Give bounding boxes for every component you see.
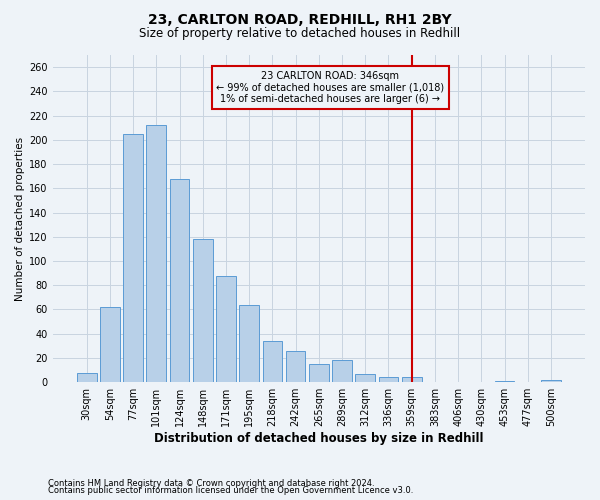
Bar xyxy=(309,364,329,382)
Text: Size of property relative to detached houses in Redhill: Size of property relative to detached ho… xyxy=(139,28,461,40)
Text: Contains public sector information licensed under the Open Government Licence v3: Contains public sector information licen… xyxy=(48,486,413,495)
Bar xyxy=(77,372,97,382)
Bar xyxy=(494,381,514,382)
Bar xyxy=(146,126,166,382)
Bar xyxy=(332,360,352,382)
Bar xyxy=(355,374,375,382)
Bar xyxy=(123,134,143,382)
Bar xyxy=(193,239,212,382)
Y-axis label: Number of detached properties: Number of detached properties xyxy=(15,136,25,300)
Text: 23, CARLTON ROAD, REDHILL, RH1 2BY: 23, CARLTON ROAD, REDHILL, RH1 2BY xyxy=(148,12,452,26)
Text: 23 CARLTON ROAD: 346sqm
← 99% of detached houses are smaller (1,018)
1% of semi-: 23 CARLTON ROAD: 346sqm ← 99% of detache… xyxy=(217,71,445,104)
Bar xyxy=(286,350,305,382)
Bar xyxy=(239,304,259,382)
Bar xyxy=(100,307,120,382)
Bar xyxy=(402,378,422,382)
Bar xyxy=(263,341,282,382)
Bar xyxy=(541,380,561,382)
Bar xyxy=(379,378,398,382)
Text: Contains HM Land Registry data © Crown copyright and database right 2024.: Contains HM Land Registry data © Crown c… xyxy=(48,478,374,488)
X-axis label: Distribution of detached houses by size in Redhill: Distribution of detached houses by size … xyxy=(154,432,484,445)
Bar xyxy=(170,178,190,382)
Bar xyxy=(216,276,236,382)
